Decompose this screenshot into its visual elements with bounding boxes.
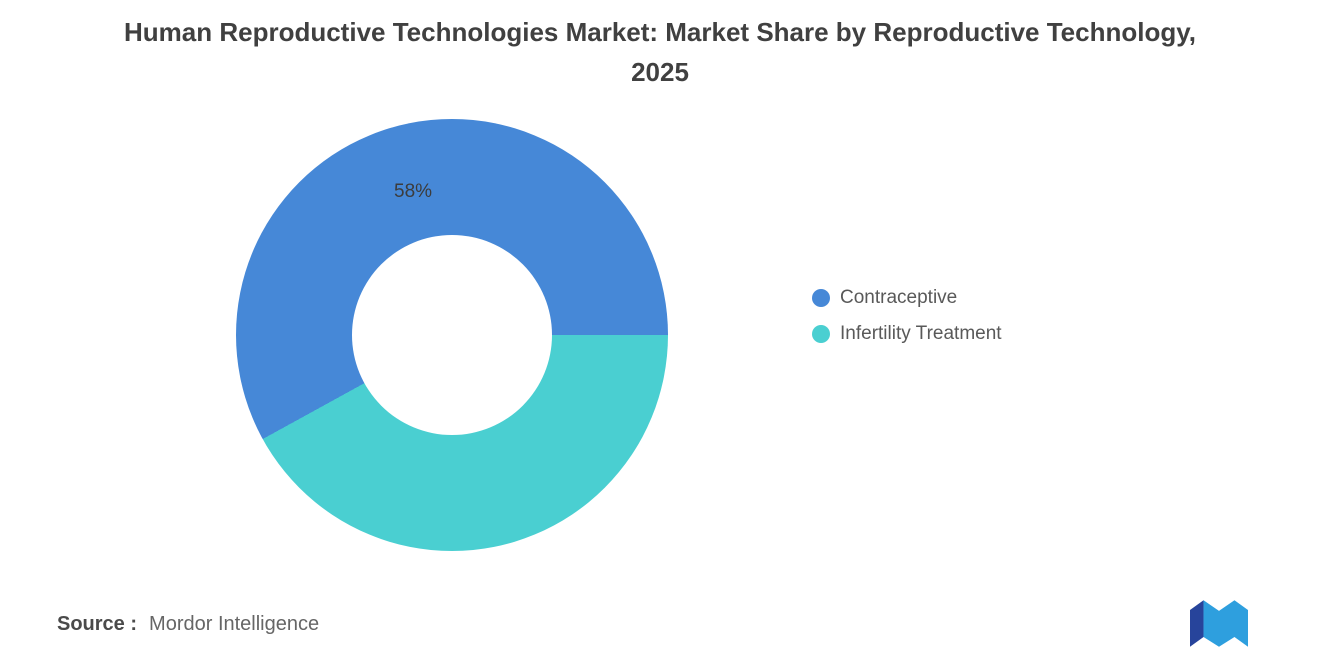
legend-swatch-contraceptive [812, 289, 830, 307]
legend: Contraceptive Infertility Treatment [812, 287, 1002, 359]
slice-label-contraceptive: 58% [394, 181, 433, 202]
donut-hole [352, 235, 552, 435]
source-prefix: Source : [57, 613, 138, 635]
legend-label-infertility-treatment: Infertility Treatment [840, 323, 1002, 344]
logo-right-ribbon [1203, 600, 1248, 647]
mordor-logo-icon [1190, 600, 1248, 647]
source-text: Mordor Intelligence [149, 613, 320, 635]
legend-item-contraceptive: Contraceptive [812, 287, 1002, 309]
source-line: Source : Mordor Intelligence [57, 613, 319, 636]
logo-left-ribbon [1190, 600, 1204, 647]
legend-swatch-infertility-treatment [812, 325, 830, 343]
donut-chart: 58% [236, 119, 668, 551]
legend-label-contraceptive: Contraceptive [840, 287, 958, 308]
chart-title: Human Reproductive Technologies Market: … [124, 17, 1196, 87]
legend-item-infertility-treatment: Infertility Treatment [812, 323, 1002, 345]
mordor-intelligence-logo [1190, 600, 1248, 647]
